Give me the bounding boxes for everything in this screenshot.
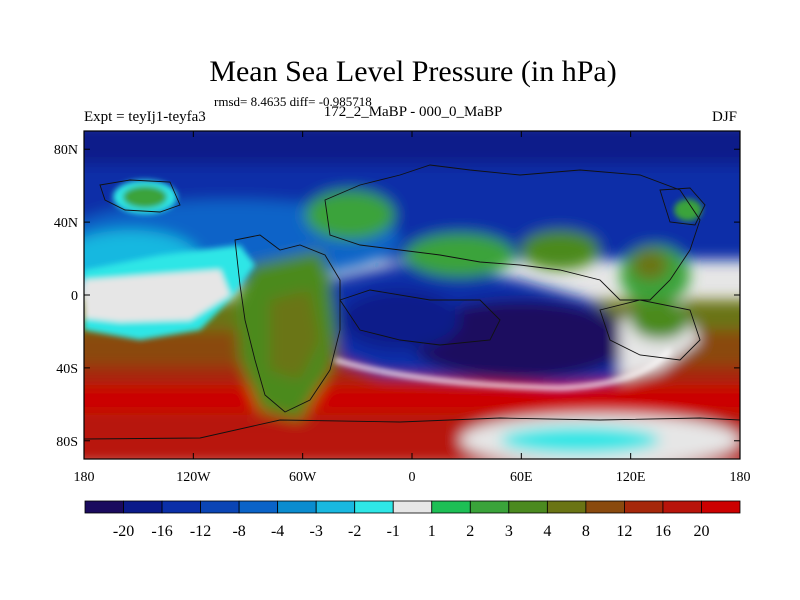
colorbar-label: 20 (693, 523, 709, 540)
x-tick-label: 0 (409, 470, 416, 485)
colorbar-swatch (546, 500, 587, 514)
y-tick-label: 40S (56, 362, 78, 377)
colorbar-swatch (123, 500, 163, 514)
season-label: DJF (712, 109, 738, 125)
colorbar-label: 2 (466, 523, 474, 540)
colorbar-swatch (701, 500, 741, 514)
colorbar-label: 8 (582, 523, 590, 540)
x-tick-label: 180 (730, 470, 751, 485)
colorbar-label: -3 (310, 523, 323, 540)
colorbar-swatch (469, 500, 510, 514)
y-tick-label: 40N (54, 216, 78, 231)
colorbar-label: -2 (348, 523, 361, 540)
pressure-field (84, 131, 740, 459)
x-tick-label: 120E (616, 470, 646, 485)
colorbar-label: -12 (190, 523, 211, 540)
colorbar-label: 12 (616, 523, 632, 540)
coastlines (84, 164, 740, 440)
y-tick-label: 0 (71, 289, 78, 304)
colorbar-swatch (431, 500, 471, 514)
colorbar-swatch (508, 500, 548, 514)
colorbar-label: 4 (543, 523, 551, 540)
colorbar-swatch (277, 500, 317, 514)
y-tick-label: 80S (56, 435, 78, 450)
experiment-label: Expt = teyIj1-teyfa3 (84, 109, 206, 125)
colorbar-swatch (200, 500, 240, 514)
colorbar-label: 16 (655, 523, 671, 540)
chart-subtitle: 172_2_MaBP - 000_0_MaBP (323, 104, 503, 120)
x-tick-label: 60E (510, 470, 533, 485)
colorbar-swatch (161, 500, 201, 514)
rmsd-diff-stats: rmsd= 8.4635 diff= -0.985718 (214, 94, 372, 109)
colorbar-swatch (84, 500, 124, 514)
colorbar-label: -1 (387, 523, 400, 540)
colorbar-swatch (238, 500, 279, 514)
colorbar-swatch (585, 500, 625, 514)
colorbar-swatch (392, 500, 433, 514)
x-tick-label: 60W (289, 470, 317, 485)
colorbar-swatch (315, 500, 356, 514)
colorbar-label: -20 (113, 523, 134, 540)
chart-title: Mean Sea Level Pressure (in hPa) (209, 55, 617, 88)
colorbar-swatch (354, 500, 394, 514)
colorbar-label: 1 (428, 523, 436, 540)
colorbar-label: -8 (232, 523, 245, 540)
colorbar-label: -16 (151, 523, 172, 540)
x-tick-label: 180 (74, 470, 95, 485)
colorbar-swatch (624, 500, 664, 514)
x-tick-label: 120W (176, 470, 211, 485)
colorbar-swatch (662, 500, 702, 514)
y-tick-label: 80N (54, 143, 78, 158)
colorbar-label: 3 (505, 523, 513, 540)
colorbar-label: -4 (271, 523, 284, 540)
